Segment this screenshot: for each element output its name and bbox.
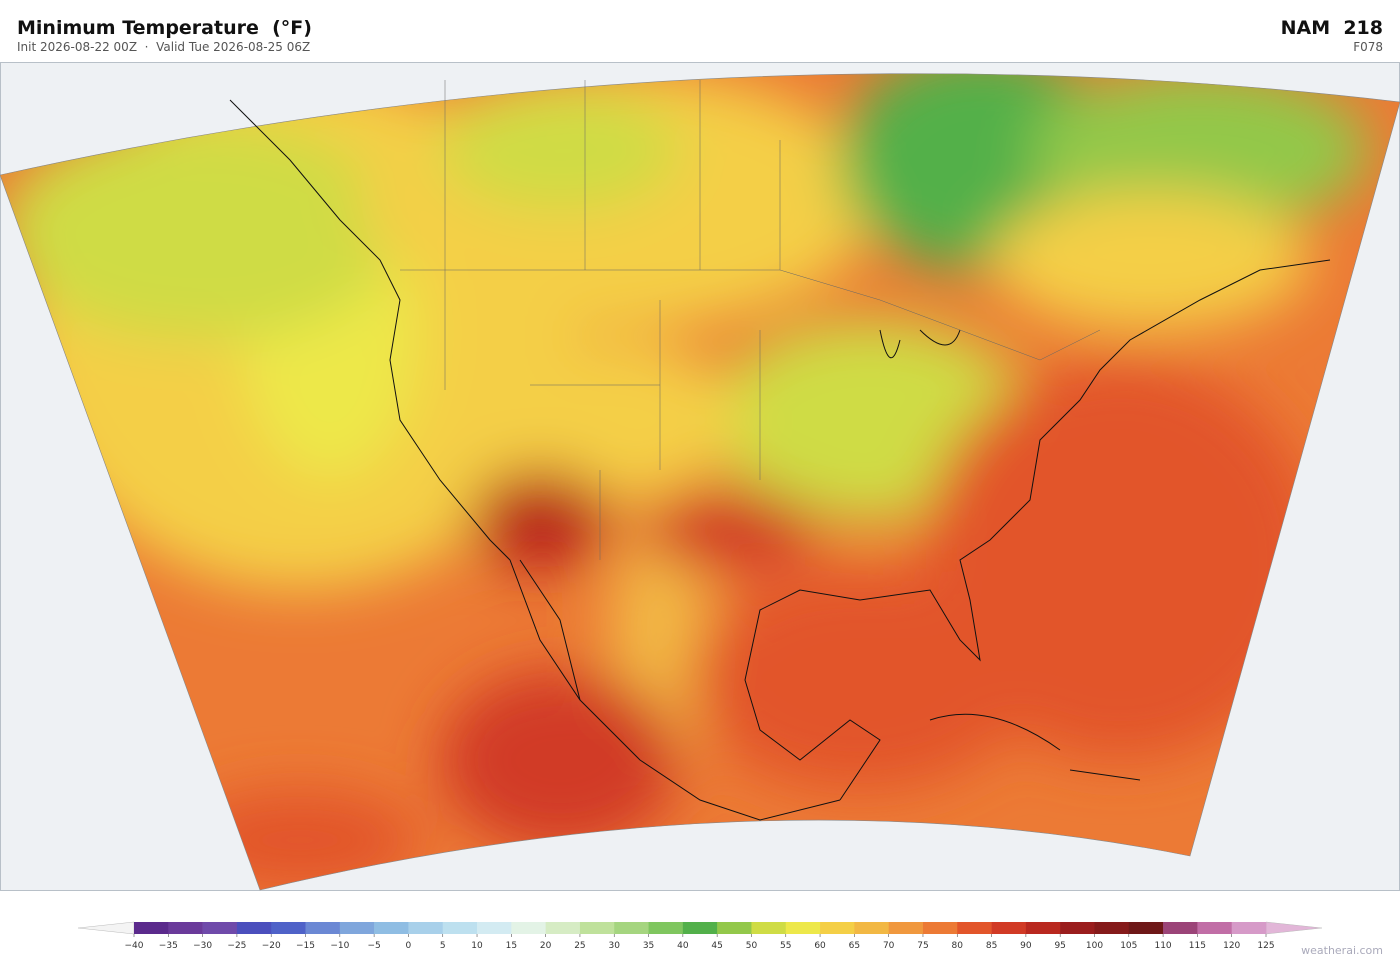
watermark: weatherai.com	[1301, 944, 1383, 957]
colorbar-segment	[134, 922, 169, 934]
colorbar-segment	[442, 922, 478, 934]
colorbar-tick-label: 75	[917, 941, 928, 951]
colorbar-segment	[236, 922, 272, 934]
colorbar-tick-label: 10	[471, 941, 483, 951]
colorbar-tick-label: 45	[711, 941, 722, 951]
colorbar-tick-label: −35	[159, 941, 178, 951]
colorbar-tick-label: 40	[677, 941, 689, 951]
colorbar-tick-label: 65	[849, 941, 860, 951]
colorbar-tick-label: −5	[367, 941, 380, 951]
colorbar-tick-label: −25	[227, 941, 246, 951]
colorbar-segment	[1128, 922, 1164, 934]
colorbar-tick-label: 115	[1189, 941, 1206, 951]
colorbar-tick-label: 80	[952, 941, 964, 951]
colorbar-segment	[477, 922, 512, 934]
colorbar-segment	[1025, 922, 1061, 934]
colorbar-segment	[202, 922, 238, 934]
colorbar-segment	[305, 922, 341, 934]
colorbar-tick-label: 0	[406, 941, 412, 951]
colorbar-tick-label: 60	[814, 941, 826, 951]
colorbar-extend-low	[77, 921, 135, 935]
colorbar-tick-label: 125	[1257, 941, 1274, 951]
colorbar-segment	[374, 922, 409, 934]
colorbar-segment	[785, 922, 821, 934]
colorbar-tick-label: 105	[1120, 941, 1137, 951]
colorbar-segment	[408, 922, 444, 934]
colorbar-tick-label: 20	[540, 941, 552, 951]
subtitle: Init 2026-08-22 00Z · Valid Tue 2026-08-…	[17, 40, 310, 54]
colorbar-segment	[682, 922, 718, 934]
domain-outline	[0, 73, 1400, 891]
colorbar-tick-label: 70	[883, 941, 895, 951]
coastlines	[229, 99, 1331, 821]
colorbar-segment	[168, 922, 203, 934]
colorbar-segment	[854, 922, 889, 934]
colorbar-tick-label: −10	[330, 941, 349, 951]
colorbar-segment	[888, 922, 924, 934]
colorbar-segment	[648, 922, 684, 934]
colorbar-segment	[991, 922, 1027, 934]
colorbar-segment	[579, 922, 615, 934]
colorbar-extend-high	[1265, 921, 1323, 935]
colorbar-segment	[1197, 922, 1232, 934]
colorbar-tick-label: −40	[125, 941, 144, 951]
colorbar-segment	[751, 922, 787, 934]
colorbar-tick-label: 15	[506, 941, 517, 951]
colorbar-segment	[339, 922, 375, 934]
colorbar-segment	[957, 922, 992, 934]
borders	[400, 80, 1101, 560]
colorbar-tick-label: −20	[262, 941, 281, 951]
colorbar-tick-label: 90	[1020, 941, 1032, 951]
colorbar-segment	[717, 922, 752, 934]
colorbar-segment	[1231, 922, 1267, 934]
colorbar: −40 −35 −30 −25 −20 −15 −10 −5 0 5 10 15 20 25 30 35 40 4…	[77, 921, 1323, 951]
colorbar-tick-label: −15	[296, 941, 315, 951]
colorbar-tick-label: −30	[193, 941, 212, 951]
colorbar-segment	[922, 922, 958, 934]
colorbar-tick-label: 30	[609, 941, 621, 951]
colorbar-segment	[271, 922, 306, 934]
forecast-hour: F078	[1353, 40, 1383, 54]
colorbar-tick-label: 55	[780, 941, 791, 951]
colorbar-tick-label: 25	[574, 941, 585, 951]
colorbar-segment	[1163, 922, 1198, 934]
colorbar-segment	[511, 922, 546, 934]
colorbar-tick-label: 95	[1054, 941, 1065, 951]
colorbar-segment	[1094, 922, 1130, 934]
colorbar-segment	[1060, 922, 1095, 934]
colorbar-tick-label: 85	[986, 941, 997, 951]
model-name: NAM 218	[1281, 17, 1383, 39]
colorbar-tick-label: 100	[1086, 941, 1103, 951]
colorbar-tick-label: 35	[643, 941, 654, 951]
colorbar-tick-label: 5	[440, 941, 446, 951]
colorbar-tick-label: 110	[1154, 941, 1171, 951]
colorbar-segment	[820, 922, 855, 934]
colorbar-tick-label: 120	[1223, 941, 1240, 951]
title: Minimum Temperature (°F)	[17, 17, 312, 39]
colorbar-segment	[545, 922, 581, 934]
colorbar-segment	[614, 922, 649, 934]
colorbar-tick-label: 50	[746, 941, 758, 951]
